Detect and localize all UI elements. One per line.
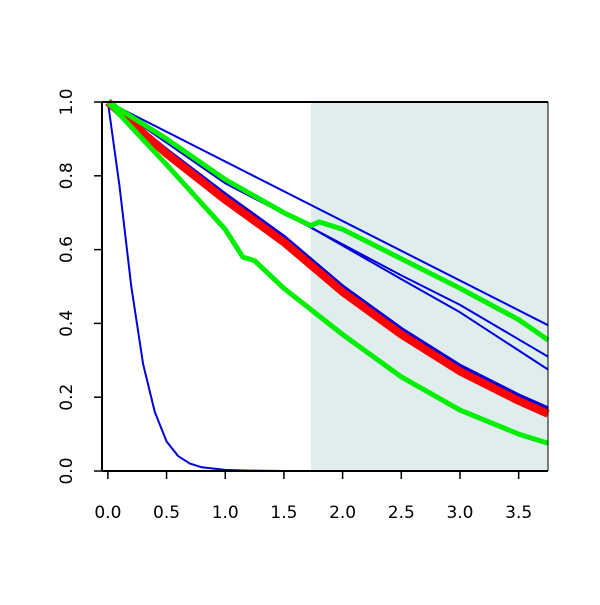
y-tick-label: 0.2 <box>57 384 77 411</box>
shaded-region <box>310 102 548 471</box>
y-tick-label: 0.4 <box>57 310 77 337</box>
x-tick-label: 2.5 <box>388 503 415 523</box>
y-tick-label: 0.0 <box>57 457 77 484</box>
x-tick-label: 0.0 <box>94 503 121 523</box>
x-tick-label: 2.0 <box>329 503 356 523</box>
x-tick-label: 3.0 <box>446 503 473 523</box>
y-tick-label: 0.6 <box>57 236 77 263</box>
x-tick-label: 1.5 <box>270 503 297 523</box>
series-line-7 <box>106 99 550 343</box>
x-tick-label: 3.5 <box>505 503 532 523</box>
x-tick-label: 0.5 <box>153 503 180 523</box>
y-tick-label: 0.8 <box>57 162 77 189</box>
series-line-8 <box>106 100 549 446</box>
series-line-2 <box>107 101 549 327</box>
y-tick-label: 1.0 <box>57 88 77 115</box>
series-line-6 <box>105 98 550 418</box>
x-tick-label: 1.0 <box>212 503 239 523</box>
series-line-4 <box>107 101 549 371</box>
